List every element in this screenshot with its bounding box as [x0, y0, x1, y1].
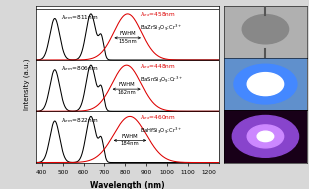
Text: 184nm: 184nm — [121, 141, 139, 146]
Text: BaSnSi$_3$O$_9$:Cr$^{3+}$: BaSnSi$_3$O$_9$:Cr$^{3+}$ — [140, 74, 183, 84]
Y-axis label: Intensity (a.u.): Intensity (a.u.) — [23, 58, 30, 110]
Text: BaZrSi$_3$O$_9$:Cr$^{3+}$: BaZrSi$_3$O$_9$:Cr$^{3+}$ — [140, 23, 182, 33]
Circle shape — [242, 15, 289, 44]
Text: $\lambda_{em}$=811nm: $\lambda_{em}$=811nm — [61, 13, 98, 22]
Text: FWHM: FWHM — [118, 82, 135, 87]
X-axis label: Wavelength (nm): Wavelength (nm) — [90, 181, 165, 189]
Text: 155nm: 155nm — [118, 39, 137, 44]
Circle shape — [247, 125, 284, 148]
Text: FWHM: FWHM — [119, 31, 136, 36]
Circle shape — [234, 64, 297, 104]
Text: BaHfSi$_3$O$_9$:Cr$^{3+}$: BaHfSi$_3$O$_9$:Cr$^{3+}$ — [140, 125, 182, 136]
Text: $\lambda_{em}$=822nm: $\lambda_{em}$=822nm — [61, 116, 98, 125]
Circle shape — [247, 73, 284, 96]
Text: $\lambda_{em}$=806nm: $\lambda_{em}$=806nm — [61, 64, 98, 74]
Circle shape — [232, 115, 298, 157]
Text: $\lambda_{ex}$=458nm: $\lambda_{ex}$=458nm — [140, 11, 176, 19]
Text: $\lambda_{ex}$=460nm: $\lambda_{ex}$=460nm — [140, 113, 176, 122]
Text: FWHM: FWHM — [122, 134, 138, 139]
Text: 162nm: 162nm — [117, 90, 136, 95]
Circle shape — [257, 131, 274, 142]
Text: $\lambda_{ex}$=448nm: $\lambda_{ex}$=448nm — [140, 62, 176, 71]
